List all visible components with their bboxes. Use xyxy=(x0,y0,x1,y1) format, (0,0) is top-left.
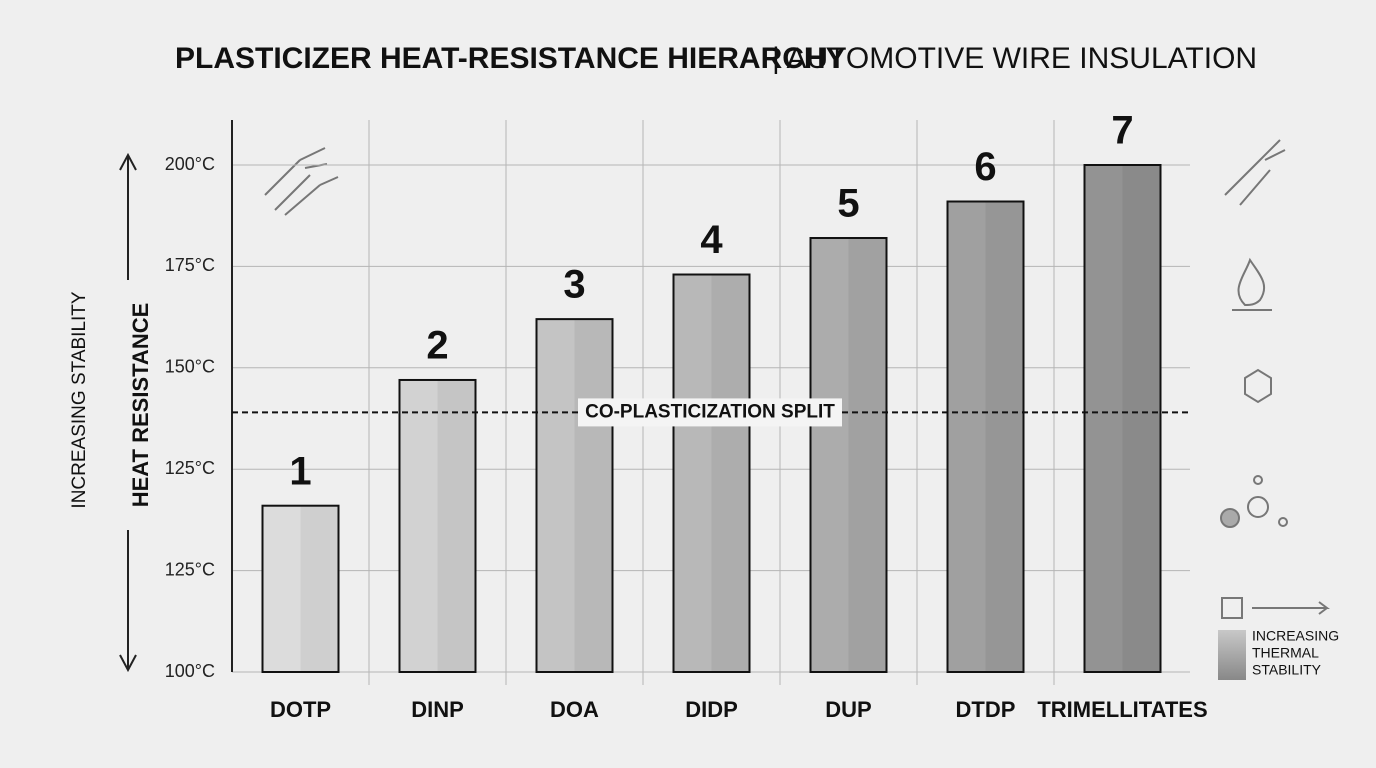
rank-label: 6 xyxy=(974,145,996,189)
x-tick-label: DINP xyxy=(411,697,464,722)
bar xyxy=(398,378,477,673)
rank-label: 3 xyxy=(563,263,585,307)
x-tick-label: TRIMELLITATES xyxy=(1037,697,1207,722)
y-tick-label: 175°C xyxy=(165,255,215,275)
threshold-label-bg xyxy=(578,398,842,427)
bar xyxy=(261,504,340,674)
y-axis-subtitle: INCREASING STABILITY xyxy=(69,291,90,508)
x-tick-label: DOTP xyxy=(270,697,331,722)
bar xyxy=(946,200,1025,673)
bar xyxy=(809,237,888,673)
y-axis-title: HEAT RESISTANCE xyxy=(128,303,153,508)
legend-text: INCREASING xyxy=(1252,628,1339,644)
bar-shade xyxy=(574,320,612,671)
rank-label: 1 xyxy=(289,449,311,493)
bar-shade xyxy=(437,380,475,671)
bar-shade xyxy=(985,202,1023,671)
x-tick-label: DOA xyxy=(550,697,599,722)
y-tick-label: 125°C xyxy=(165,458,215,478)
axis-arrow xyxy=(119,152,137,673)
rank-label: 7 xyxy=(1111,109,1133,153)
y-tick-label: 150°C xyxy=(165,357,215,377)
legend-text: THERMAL xyxy=(1252,645,1319,661)
legend-text: STABILITY xyxy=(1252,662,1322,678)
rank-label: 2 xyxy=(426,324,448,368)
legend-swatch xyxy=(1218,630,1246,680)
chart-title: PLASTICIZER HEAT-RESISTANCE HIERARCHY xyxy=(175,42,846,75)
bar xyxy=(672,273,751,673)
wire-icon xyxy=(264,139,1330,619)
bar xyxy=(535,318,614,673)
bar-shade xyxy=(848,239,886,671)
rank-label: 4 xyxy=(700,218,723,262)
x-tick-label: DUP xyxy=(825,697,871,722)
bar-shade xyxy=(300,506,338,671)
bar xyxy=(1083,164,1162,673)
bar-shade xyxy=(1122,166,1160,671)
y-tick-label: 100°C xyxy=(165,661,215,681)
y-tick-label: 125°C xyxy=(165,559,215,579)
threshold-label: CO-PLASTICIZATION SPLIT xyxy=(585,401,835,422)
x-tick-label: DTDP xyxy=(956,697,1016,722)
chart-subtitle: | AUTOMOTIVE WIRE INSULATION xyxy=(772,42,1257,75)
rank-label: 5 xyxy=(837,182,859,226)
x-tick-label: DIDP xyxy=(685,697,738,722)
bar-shade xyxy=(711,275,749,671)
y-tick-label: 200°C xyxy=(165,154,215,174)
